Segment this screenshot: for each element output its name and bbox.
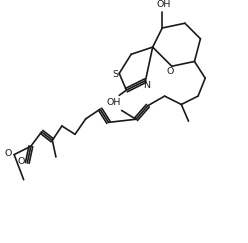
Text: O: O xyxy=(4,149,12,158)
Text: S: S xyxy=(112,70,118,79)
Text: N: N xyxy=(143,81,150,90)
Text: O: O xyxy=(167,67,174,76)
Text: OH: OH xyxy=(156,0,171,9)
Text: O: O xyxy=(18,157,25,166)
Text: OH: OH xyxy=(106,97,121,107)
